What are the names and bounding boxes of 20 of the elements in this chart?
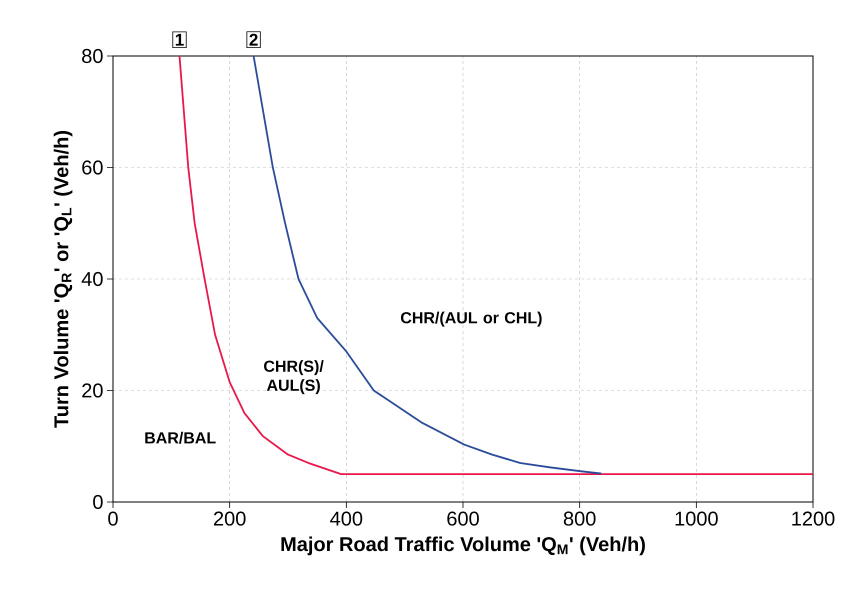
x-axis-title: Major Road Traffic Volume 'Q$_{M}$' (Veh/h): [281, 536, 645, 556]
annotation: CHR/(AUL or CHL): [400, 312, 542, 327]
x-tick-label: 1200: [792, 512, 834, 526]
annotation: 2: [249, 34, 258, 46]
x-tick-label: 0: [108, 512, 118, 526]
y-axis-title: Turn Volume 'Q$_{R}$' or 'Q$_{L}$' (Veh/h): [54, 131, 72, 428]
x-tick-label: 800: [564, 512, 596, 526]
y-tick-label: 0: [93, 494, 103, 510]
annotation: BAR/BAL: [145, 432, 216, 444]
x-tick-label: 600: [447, 512, 479, 526]
y-tick-label: 40: [82, 272, 103, 286]
line-series: [252, 55, 602, 474]
annotation: CHR(S)/ AUL(S): [264, 360, 324, 394]
y-tick-label: 80: [82, 48, 103, 64]
x-tick-label: 1000: [676, 512, 718, 526]
y-tick-label: 60: [82, 160, 103, 175]
annotation: 1: [176, 34, 184, 46]
x-tick-label: 400: [330, 512, 362, 526]
x-tick-label: 200: [214, 512, 246, 526]
y-tick-label: 20: [82, 383, 103, 398]
